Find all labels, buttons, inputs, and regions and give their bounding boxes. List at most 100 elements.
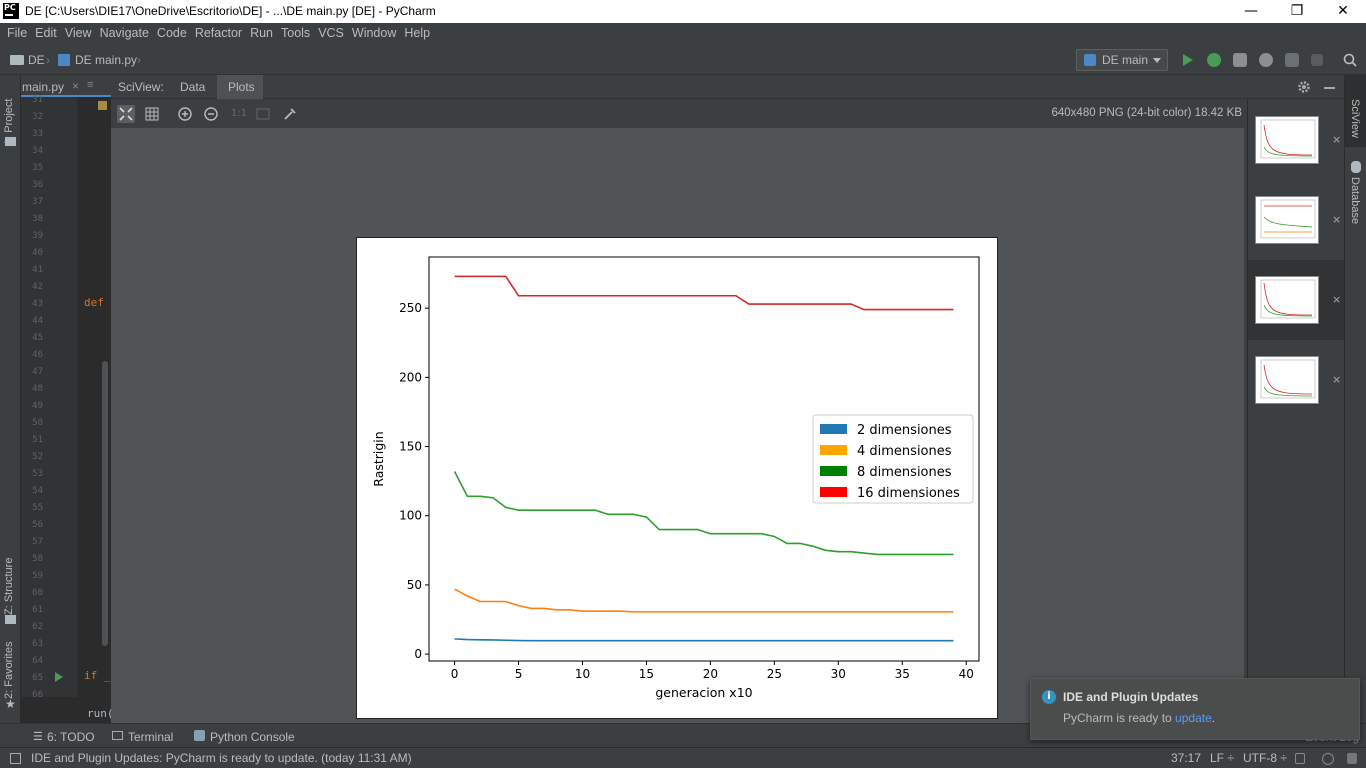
legend-swatch xyxy=(820,466,847,476)
run-configuration-select[interactable]: DE main xyxy=(1076,49,1168,71)
file-encoding[interactable]: UTF-8 ÷ xyxy=(1243,751,1287,765)
tab-database[interactable]: Database xyxy=(1349,177,1361,225)
status-message[interactable]: IDE and Plugin Updates: PyCharm is ready… xyxy=(31,751,412,765)
info-icon: i xyxy=(1042,690,1056,704)
close-thumbnail-icon[interactable]: × xyxy=(1332,293,1342,306)
tab-terminal[interactable]: Terminal xyxy=(128,730,174,744)
inspector-icon[interactable] xyxy=(1322,753,1334,765)
grid-icon[interactable] xyxy=(143,105,161,123)
breadcrumb-project[interactable]: DE xyxy=(28,53,45,67)
close-button[interactable]: ✕ xyxy=(1337,3,1349,19)
plot-thumbnail[interactable] xyxy=(1255,196,1319,244)
stop-icon[interactable] xyxy=(1311,54,1323,66)
tab-python-console[interactable]: Python Console xyxy=(210,730,295,744)
line-number: 60 xyxy=(32,588,43,598)
editor-tab[interactable]: main.py × ≡ xyxy=(21,75,111,97)
series-line xyxy=(454,275,954,311)
folder-icon xyxy=(5,137,16,146)
y-tick-label: 150 xyxy=(399,440,422,454)
line-number: 61 xyxy=(32,605,43,615)
debug-icon[interactable] xyxy=(1207,53,1221,67)
left-tool-stripe: 1: Project Z: Structure 2: Favorites ★ xyxy=(0,75,21,723)
menu-view[interactable]: View xyxy=(64,26,92,40)
line-number: 52 xyxy=(32,452,43,462)
menu-navigate[interactable]: Navigate xyxy=(99,26,149,40)
menu-help[interactable]: Help xyxy=(404,26,431,40)
hide-panel-icon[interactable] xyxy=(1324,87,1335,89)
notification-suffix: . xyxy=(1211,711,1216,725)
folder-icon xyxy=(10,55,24,65)
zoom-out-icon[interactable] xyxy=(202,105,220,123)
right-tool-stripe: SciView Database xyxy=(1344,75,1366,723)
line-number: 41 xyxy=(32,265,43,275)
tab-plots[interactable]: Plots xyxy=(217,75,263,99)
concurrency-icon[interactable] xyxy=(1285,53,1299,67)
menu-vcs[interactable]: VCS xyxy=(318,26,344,40)
line-number: 47 xyxy=(32,367,43,377)
toggle-tool-windows-icon[interactable] xyxy=(10,753,21,764)
memory-icon[interactable] xyxy=(1347,753,1357,764)
zoom-in-icon[interactable] xyxy=(176,105,194,123)
close-thumbnail-icon[interactable]: × xyxy=(1332,213,1342,226)
update-link[interactable]: update xyxy=(1175,711,1212,725)
close-tab-icon[interactable]: × xyxy=(72,79,80,93)
tab-project[interactable]: 1: Project xyxy=(3,98,15,145)
profile-icon[interactable] xyxy=(1259,53,1273,67)
line-number: 33 xyxy=(32,129,43,139)
editor-panel: main.py × ≡ 31 32 33 34 35 36 37 38 39 40 41 42 43 44… xyxy=(21,75,114,723)
line-number: 50 xyxy=(32,418,43,428)
notification-body: PyCharm is ready to update. xyxy=(1063,711,1215,725)
tab-list-icon[interactable]: ≡ xyxy=(87,79,94,91)
coverage-icon[interactable] xyxy=(1233,53,1247,67)
notification-title: IDE and Plugin Updates xyxy=(1063,690,1199,704)
plot-thumbnail[interactable] xyxy=(1255,276,1319,324)
search-icon[interactable] xyxy=(1343,53,1357,67)
legend-swatch xyxy=(820,487,847,497)
tab-data[interactable]: Data xyxy=(180,80,206,94)
menu-code[interactable]: Code xyxy=(156,26,187,40)
line-number: 57 xyxy=(32,537,43,547)
run-gutter-icon[interactable] xyxy=(55,672,63,682)
status-bar: IDE and Plugin Updates: PyCharm is ready… xyxy=(0,747,1366,768)
line-separator[interactable]: LF ÷ xyxy=(1210,751,1234,765)
menu-edit[interactable]: Edit xyxy=(35,26,57,40)
line-number: 36 xyxy=(32,180,43,190)
y-axis-label: Rastrigin xyxy=(371,431,386,486)
plot-thumbnail[interactable] xyxy=(1255,356,1319,404)
color-picker-icon[interactable] xyxy=(281,105,299,123)
menu-refactor[interactable]: Refactor xyxy=(194,26,243,40)
lock-icon[interactable] xyxy=(1295,753,1305,764)
tab-todo[interactable]: 6: TODO xyxy=(47,730,95,744)
legend-label: 4 dimensiones xyxy=(857,444,952,459)
menu-file[interactable]: File xyxy=(7,26,28,40)
tab-structure[interactable]: Z: Structure xyxy=(3,557,15,615)
y-tick-label: 50 xyxy=(407,578,422,592)
x-tick-label: 20 xyxy=(703,667,718,681)
tab-favorites[interactable]: 2: Favorites xyxy=(3,641,15,699)
minimize-button[interactable]: — xyxy=(1244,3,1258,19)
breadcrumb-file[interactable]: DE main.py xyxy=(75,53,138,67)
fit-zoom-icon[interactable] xyxy=(117,105,135,123)
image-info: 640x480 PNG (24-bit color) 18.42 KB xyxy=(1051,107,1243,119)
editor-scrollbar[interactable] xyxy=(102,361,108,646)
cursor-position[interactable]: 37:17 xyxy=(1171,751,1202,765)
gear-icon[interactable] xyxy=(1297,80,1311,94)
fit-window-icon[interactable] xyxy=(254,105,272,123)
menu-run[interactable]: Run xyxy=(250,26,273,40)
menu-window[interactable]: Window xyxy=(351,26,397,40)
notification-text: PyCharm is ready to xyxy=(1063,711,1176,725)
chevron-down-icon xyxy=(1153,58,1161,63)
breadcrumb-separator-icon: › xyxy=(46,53,50,67)
run-icon[interactable] xyxy=(1183,54,1193,66)
plot-thumbnail[interactable] xyxy=(1255,116,1319,164)
series-line xyxy=(454,588,954,613)
code-def-keyword: def xyxy=(84,296,104,309)
tab-sciview-active[interactable]: SciView xyxy=(1345,75,1366,147)
menu-tools[interactable]: Tools xyxy=(281,26,311,40)
close-thumbnail-icon[interactable]: × xyxy=(1332,133,1342,146)
menu-bar: File Edit View Navigate Code Refactor Run Tools… xyxy=(0,23,1366,45)
actual-size-button[interactable]: 1:1 xyxy=(231,108,248,119)
x-tick-label: 30 xyxy=(831,667,846,681)
restore-button[interactable]: ❐ xyxy=(1290,3,1304,19)
close-thumbnail-icon[interactable]: × xyxy=(1332,373,1342,386)
